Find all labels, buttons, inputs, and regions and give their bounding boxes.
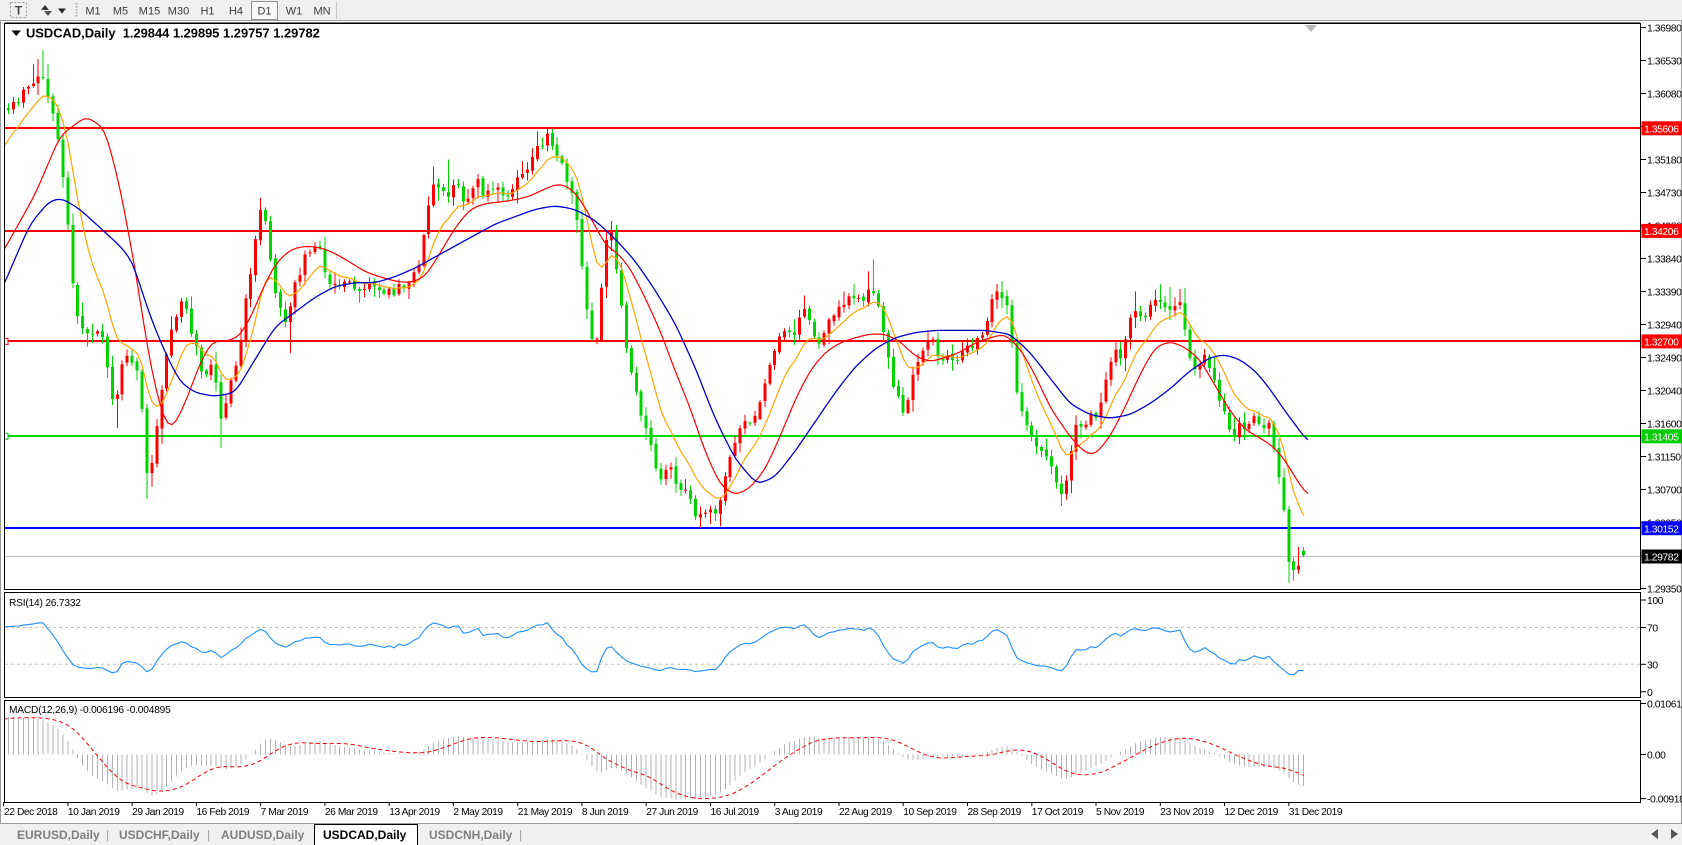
svg-text:3 Aug 2019: 3 Aug 2019	[775, 807, 823, 818]
svg-text:1.34730: 1.34730	[1647, 189, 1682, 200]
svg-text:29 Jan 2019: 29 Jan 2019	[132, 807, 184, 818]
svg-text:H1: H1	[200, 6, 214, 18]
svg-text:10 Sep 2019: 10 Sep 2019	[903, 807, 957, 818]
svg-text:-0.009181: -0.009181	[1647, 795, 1682, 806]
svg-text:1.35606: 1.35606	[1644, 125, 1679, 136]
svg-text:1.29350: 1.29350	[1647, 585, 1682, 596]
svg-text:1.31150: 1.31150	[1647, 453, 1681, 464]
svg-text:MACD(12,26,9) -0.006196 -0.004: MACD(12,26,9) -0.006196 -0.004895	[9, 705, 171, 716]
svg-text:1.32490: 1.32490	[1647, 354, 1682, 365]
svg-text:12 Dec 2019: 12 Dec 2019	[1225, 807, 1279, 818]
svg-text:0.010615: 0.010615	[1647, 700, 1682, 711]
svg-text:1.32700: 1.32700	[1644, 338, 1679, 349]
svg-text:M1: M1	[85, 6, 100, 18]
svg-text:17 Oct 2019: 17 Oct 2019	[1032, 807, 1084, 818]
svg-text:1.36980: 1.36980	[1647, 24, 1682, 35]
svg-text:1.30152: 1.30152	[1644, 524, 1679, 535]
svg-text:M5: M5	[113, 6, 128, 18]
svg-text:0.00: 0.00	[1647, 751, 1666, 762]
svg-text:USDCNH,Daily: USDCNH,Daily	[429, 828, 513, 842]
svg-text:H4: H4	[229, 6, 243, 18]
svg-text:30: 30	[1647, 660, 1658, 671]
svg-text:|: |	[519, 828, 522, 842]
svg-text:8 Jun 2019: 8 Jun 2019	[582, 807, 629, 818]
svg-text:2 May 2019: 2 May 2019	[453, 807, 503, 818]
svg-text:31 Dec 2019: 31 Dec 2019	[1289, 807, 1343, 818]
svg-text:21 May 2019: 21 May 2019	[518, 807, 573, 818]
svg-text:10 Jan 2019: 10 Jan 2019	[68, 807, 120, 818]
svg-text:23 Nov 2019: 23 Nov 2019	[1160, 807, 1214, 818]
svg-text:13 Apr 2019: 13 Apr 2019	[389, 807, 440, 818]
svg-text:1.33390: 1.33390	[1647, 288, 1682, 299]
svg-text:22 Dec 2018: 22 Dec 2018	[4, 807, 58, 818]
svg-text:D1: D1	[257, 6, 271, 18]
svg-text:1.32040: 1.32040	[1647, 387, 1682, 398]
svg-text:1.34206: 1.34206	[1644, 227, 1679, 238]
svg-text:1.33840: 1.33840	[1647, 255, 1682, 266]
svg-text:100: 100	[1647, 596, 1664, 607]
svg-text:EURUSD,Daily: EURUSD,Daily	[17, 828, 100, 842]
svg-text:1.36080: 1.36080	[1647, 90, 1682, 101]
svg-text:USDCAD,Daily 1.29844 1.29895: USDCAD,Daily 1.29844 1.29895 1.29757 1.2…	[26, 26, 320, 41]
svg-text:W1: W1	[286, 6, 303, 18]
svg-text:MN: MN	[313, 6, 330, 18]
svg-text:16 Feb 2019: 16 Feb 2019	[196, 807, 250, 818]
svg-text:22 Aug 2019: 22 Aug 2019	[839, 807, 893, 818]
svg-text:RSI(14) 26.7332: RSI(14) 26.7332	[9, 598, 81, 609]
svg-text:0: 0	[1647, 688, 1653, 699]
svg-text:T: T	[15, 4, 23, 18]
svg-text:|: |	[207, 828, 210, 842]
svg-text:28 Sep 2019: 28 Sep 2019	[968, 807, 1022, 818]
svg-text:1.35180: 1.35180	[1647, 156, 1682, 167]
svg-text:M30: M30	[168, 6, 189, 18]
svg-text:1.29782: 1.29782	[1644, 553, 1679, 564]
svg-text:M15: M15	[139, 6, 160, 18]
svg-text:7 Mar 2019: 7 Mar 2019	[261, 807, 309, 818]
svg-text:5 Nov 2019: 5 Nov 2019	[1096, 807, 1145, 818]
svg-text:|: |	[106, 828, 109, 842]
svg-text:70: 70	[1647, 624, 1658, 635]
svg-text:AUDUSD,Daily: AUDUSD,Daily	[221, 828, 305, 842]
svg-text:1.32940: 1.32940	[1647, 321, 1682, 332]
svg-text:USDCHF,Daily: USDCHF,Daily	[119, 828, 200, 842]
svg-text:27 Jun 2019: 27 Jun 2019	[646, 807, 698, 818]
svg-text:1.36530: 1.36530	[1647, 57, 1682, 68]
svg-text:1.31405: 1.31405	[1644, 433, 1679, 444]
svg-text:26 Mar 2019: 26 Mar 2019	[325, 807, 379, 818]
svg-text:16 Jul 2019: 16 Jul 2019	[711, 807, 760, 818]
svg-text:USDCAD,Daily: USDCAD,Daily	[323, 828, 407, 842]
svg-text:1.30700: 1.30700	[1647, 486, 1682, 497]
svg-text:1.31600: 1.31600	[1647, 420, 1682, 431]
